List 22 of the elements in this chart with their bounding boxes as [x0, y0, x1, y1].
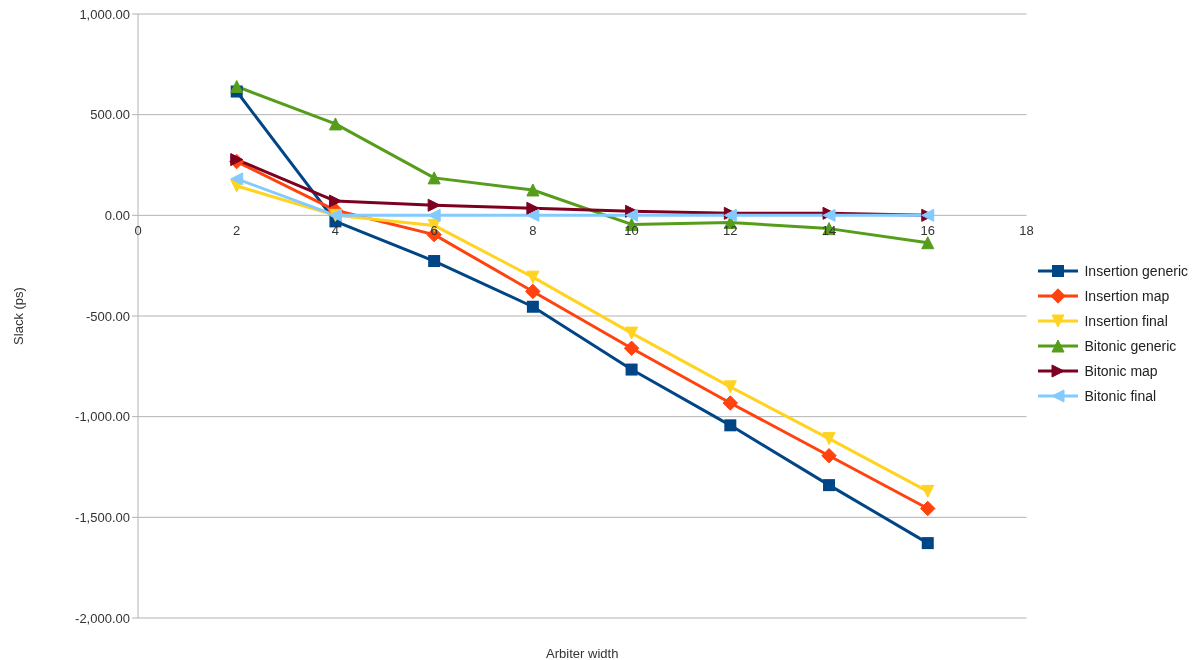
legend-label: Insertion generic [1084, 262, 1188, 279]
x-axis-title: Arbiter width [546, 646, 619, 660]
y-tick-label: 500.00 [90, 107, 130, 123]
legend-label: Bitonic generic [1084, 337, 1177, 354]
y-tick-label: -2,000.00 [75, 610, 130, 626]
y-tick-label: -1,500.00 [75, 509, 130, 525]
x-tick-label: 2 [233, 223, 241, 239]
legend-label: Insertion final [1084, 312, 1168, 329]
x-tick-label: 16 [920, 223, 935, 239]
y-tick-label: 1,000.00 [79, 6, 130, 22]
x-tick-label: 18 [1019, 223, 1034, 239]
y-tick-label: 0.00 [104, 207, 130, 223]
legend-label: Bitonic map [1084, 362, 1158, 379]
y-tick-label: -1,000.00 [75, 409, 130, 425]
x-tick-label: 14 [821, 223, 837, 239]
legend-label: Bitonic final [1084, 387, 1157, 404]
x-tick-label: 8 [529, 223, 537, 239]
legend-label: Insertion map [1084, 287, 1170, 304]
x-tick-label: 4 [331, 223, 340, 239]
y-axis-title: Slack (ps) [10, 287, 26, 345]
x-tick-label: 0 [134, 223, 142, 239]
y-tick-label: -500.00 [85, 308, 130, 324]
